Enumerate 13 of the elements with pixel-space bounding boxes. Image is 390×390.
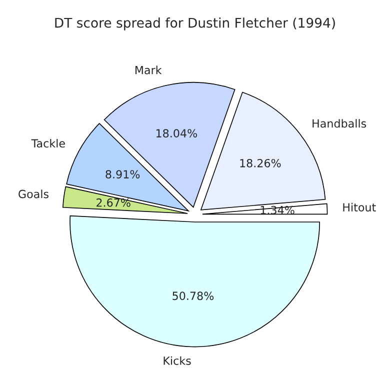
slice-label: Hitout bbox=[343, 202, 376, 212]
data-label: 18.04% bbox=[156, 129, 197, 138]
data-label: 50.78% bbox=[172, 292, 214, 300]
slice-label: Tackle bbox=[31, 138, 65, 148]
slice-label: Kicks bbox=[164, 356, 191, 365]
data-label: 1.34% bbox=[260, 206, 294, 214]
slice-label: Handballs bbox=[312, 119, 366, 128]
data-label: 2.67% bbox=[96, 198, 130, 207]
data-label: 18.26% bbox=[240, 158, 281, 168]
data-label: 8.91% bbox=[106, 170, 140, 178]
chart-title: DT score spread for Dustin Fletcher (1994) bbox=[55, 18, 335, 30]
slice-label: Goals bbox=[18, 190, 48, 198]
slice-label: Mark bbox=[135, 66, 162, 74]
